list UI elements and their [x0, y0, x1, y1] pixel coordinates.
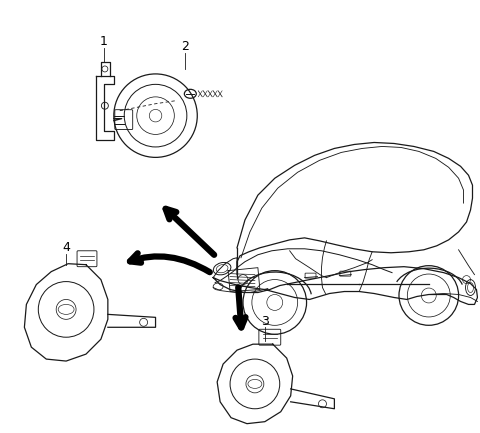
Text: 2: 2 [181, 39, 189, 52]
Text: 3: 3 [261, 315, 269, 328]
Text: 1: 1 [100, 35, 108, 48]
Text: 4: 4 [62, 241, 70, 254]
